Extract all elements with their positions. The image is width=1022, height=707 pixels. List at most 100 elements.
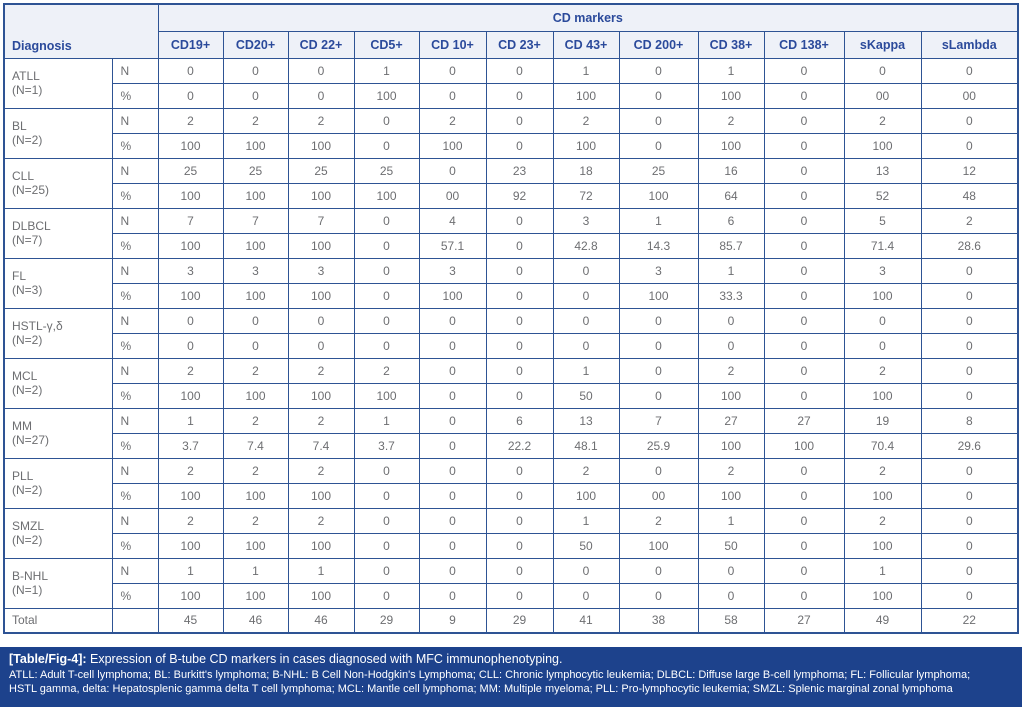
pct-value-cell: 100 xyxy=(618,282,699,309)
pct-value-cell: 7.4 xyxy=(222,432,289,459)
pct-value-cell: 100 xyxy=(697,482,765,509)
table-row: ATLL (N=1) N 0 0 0 1 0 0 1 0 1 0 0 0 xyxy=(3,57,1019,109)
n-value-cell: 6 xyxy=(697,207,765,234)
pct-value-cell: 0 xyxy=(485,382,554,409)
pct-value-cell: 29.6 xyxy=(920,432,1019,459)
n-value-cell: 2 xyxy=(418,107,487,134)
row-type-label-n: N xyxy=(111,207,159,234)
n-value-cell: 0 xyxy=(763,157,845,184)
table-row: % 100 100 100 0 100 0 0 100 33.3 0 100 0 xyxy=(4,282,1019,309)
caption-abbreviations-line-2: HSTL gamma, delta: Hepatosplenic gamma d… xyxy=(9,683,953,695)
n-value-cell: 0 xyxy=(485,207,554,234)
diagnosis-cell: BL (N=2) xyxy=(3,107,113,159)
n-value-cell: 2 xyxy=(157,457,224,484)
n-value-cell: 3 xyxy=(552,207,620,234)
row-type-label-n: N xyxy=(111,157,159,184)
pct-value-cell: 25.9 xyxy=(618,432,699,459)
n-value-cell: 0 xyxy=(485,307,554,334)
diagnosis-cell: MM (N=27) xyxy=(3,407,113,459)
n-value-cell: 0 xyxy=(618,557,699,584)
pct-value-cell: 0 xyxy=(552,332,620,359)
row-type-label-n: N xyxy=(111,107,159,134)
pct-value-cell: 0 xyxy=(485,332,554,359)
n-value-cell: 1 xyxy=(697,57,765,84)
table-row: % 100 100 100 100 0 0 50 0 100 0 100 0 xyxy=(4,382,1019,409)
pct-value-cell: 0 xyxy=(763,482,845,509)
pct-value-cell: 100 xyxy=(287,582,355,609)
n-value-cell: 0 xyxy=(763,207,845,234)
pct-value-cell: 0 xyxy=(763,232,845,259)
row-type-label-pct: % xyxy=(111,482,159,509)
pct-value-cell: 100 xyxy=(287,382,355,409)
n-value-cell: 0 xyxy=(353,557,420,584)
table-row: SMZL (N=2) N 2 2 2 0 0 0 1 2 1 0 2 0 xyxy=(3,507,1019,559)
pct-value-cell: 0 xyxy=(920,582,1019,609)
n-value-cell: 0 xyxy=(763,257,845,284)
n-value-cell: 5 xyxy=(843,207,922,234)
group-header-row: Diagnosis CD markers xyxy=(3,3,1019,59)
pct-value-cell: 0 xyxy=(485,232,554,259)
n-value-cell: 25 xyxy=(618,157,699,184)
n-value-cell: 27 xyxy=(763,407,845,434)
n-value-cell: 1 xyxy=(552,507,620,534)
pct-value-cell: 0 xyxy=(920,282,1019,309)
n-value-cell: 0 xyxy=(418,57,487,84)
figure-caption: [Table/Fig-4]: Expression of B-tube CD m… xyxy=(0,647,1022,707)
pct-value-cell: 100 xyxy=(157,182,224,209)
n-value-cell: 19 xyxy=(843,407,922,434)
pct-value-cell: 52 xyxy=(843,182,922,209)
pct-value-cell: 0 xyxy=(763,382,845,409)
pct-value-cell: 0 xyxy=(418,432,487,459)
table-header: Diagnosis CD markers CD19+ CD20+ CD 22+ CD5… xyxy=(3,3,1019,59)
n-value-cell: 2 xyxy=(697,107,765,134)
n-value-cell: 0 xyxy=(843,57,922,84)
marker-header-row: CD19+ CD20+ CD 22+ CD5+ CD 10+ CD 23+ CD 43+ CD… xyxy=(4,30,1019,59)
n-value-cell: 1 xyxy=(697,257,765,284)
pct-value-cell: 0 xyxy=(353,532,420,559)
diagnosis-cell: PLL (N=2) xyxy=(3,457,113,509)
n-value-cell: 3 xyxy=(618,257,699,284)
row-type-label-pct: % xyxy=(111,282,159,309)
pct-value-cell: 100 xyxy=(552,482,620,509)
n-value-cell: 0 xyxy=(920,107,1019,134)
n-value-cell: 7 xyxy=(618,407,699,434)
n-value-cell: 2 xyxy=(287,407,355,434)
n-value-cell: 2 xyxy=(552,457,620,484)
pct-value-cell: 100 xyxy=(287,132,355,159)
n-value-cell: 0 xyxy=(763,107,845,134)
table-row: BL (N=2) N 2 2 2 0 2 0 2 0 2 0 2 0 xyxy=(3,107,1019,159)
pct-value-cell: 0 xyxy=(485,282,554,309)
total-value-cell: 9 xyxy=(418,607,487,634)
pct-value-cell: 0 xyxy=(222,332,289,359)
pct-value-cell: 100 xyxy=(287,482,355,509)
pct-value-cell: 100 xyxy=(222,232,289,259)
pct-value-cell: 100 xyxy=(222,582,289,609)
pct-value-cell: 100 xyxy=(843,282,922,309)
n-value-cell: 23 xyxy=(485,157,554,184)
diagnosis-n-label: (N=2) xyxy=(12,533,43,547)
n-value-cell: 2 xyxy=(697,357,765,384)
n-value-cell: 6 xyxy=(485,407,554,434)
pct-value-cell: 0 xyxy=(485,482,554,509)
n-value-cell: 0 xyxy=(763,307,845,334)
total-value-cell: 27 xyxy=(763,607,845,634)
n-value-cell: 1 xyxy=(157,407,224,434)
total-value-cell: 41 xyxy=(552,607,620,634)
n-value-cell: 2 xyxy=(157,357,224,384)
pct-value-cell: 100 xyxy=(157,282,224,309)
pct-value-cell: 85.7 xyxy=(697,232,765,259)
diagnosis-name: ATLL xyxy=(12,69,40,83)
pct-value-cell: 00 xyxy=(843,82,922,109)
n-value-cell: 2 xyxy=(843,457,922,484)
total-row: Total 45 46 46 29 9 29 41 38 58 27 49 22 xyxy=(3,607,1019,634)
diagnosis-cell: SMZL (N=2) xyxy=(3,507,113,559)
n-value-cell: 25 xyxy=(157,157,224,184)
pct-value-cell: 100 xyxy=(222,532,289,559)
pct-value-cell: 0 xyxy=(485,532,554,559)
table-row: % 0 0 0 100 0 0 100 0 100 0 00 00 xyxy=(4,82,1019,109)
row-type-label-pct: % xyxy=(111,532,159,559)
diagnosis-name: HSTL-γ,δ xyxy=(12,319,63,333)
diagnosis-cell: FL (N=3) xyxy=(3,257,113,309)
n-value-cell: 0 xyxy=(618,457,699,484)
pct-value-cell: 0 xyxy=(157,332,224,359)
